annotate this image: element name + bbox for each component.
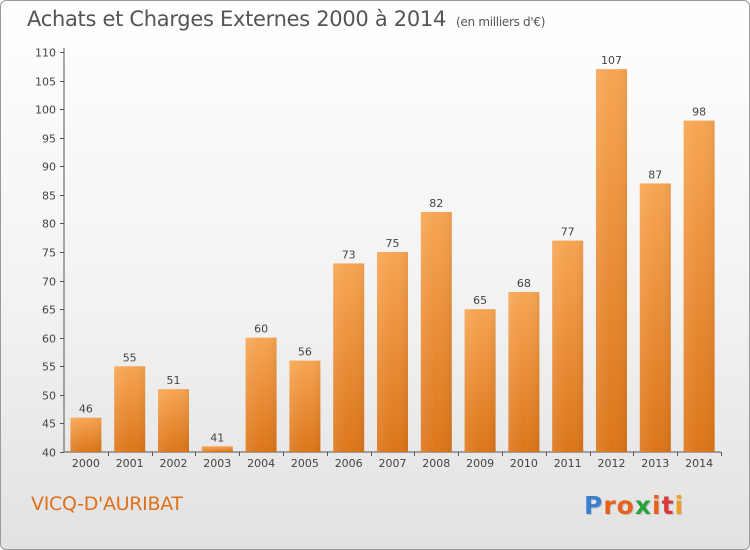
bar-value-label: 87: [648, 168, 662, 181]
x-tick-label: 2006: [335, 457, 363, 470]
y-tick-label: 70: [42, 276, 56, 289]
bar-value-label: 107: [601, 54, 622, 67]
bar-value-label: 73: [342, 248, 356, 261]
bar-shine: [508, 292, 540, 452]
y-tick-label: 85: [42, 190, 56, 203]
x-tick-label: 2004: [247, 457, 275, 470]
bar-value-label: 56: [298, 346, 312, 359]
y-tick-label: 55: [42, 361, 56, 374]
y-tick-label: 65: [42, 304, 56, 317]
logo-letter: t: [661, 491, 675, 520]
y-tick-label: 90: [42, 161, 56, 174]
y-tick-label: 75: [42, 247, 56, 260]
bar-shine: [201, 446, 233, 452]
chart-title-text: Achats et Charges Externes 2000 à 2014: [27, 7, 447, 31]
y-tick-label: 105: [35, 76, 56, 89]
y-tick-label: 40: [42, 447, 56, 460]
bar-shine: [420, 212, 452, 452]
x-tick-label: 2011: [554, 457, 582, 470]
y-tick-label: 50: [42, 390, 56, 403]
y-tick-label: 95: [42, 133, 56, 146]
bar-value-label: 75: [386, 237, 400, 250]
x-tick-label: 2014: [685, 457, 713, 470]
bar-shine: [596, 69, 627, 453]
bar-shine: [158, 389, 189, 452]
bar-value-label: 82: [429, 197, 443, 210]
x-tick-label: 2002: [160, 457, 188, 470]
chart-title: Achats et Charges Externes 2000 à 2014 (e…: [27, 7, 545, 31]
logo-letter: x: [634, 491, 652, 520]
logo-letter: i: [674, 491, 685, 520]
x-tick-label: 2005: [291, 457, 319, 470]
logo-letter: r: [603, 491, 617, 520]
y-tick-label: 45: [42, 418, 56, 431]
bar-value-label: 55: [123, 351, 137, 364]
y-tick-label: 110: [35, 47, 56, 60]
proxiti-logo: Proxiti: [584, 491, 684, 520]
bar-shine: [245, 337, 277, 452]
bar-shine: [70, 417, 102, 452]
bar-shine: [639, 183, 671, 452]
x-tick-label: 2003: [203, 457, 231, 470]
logo-letter: o: [616, 491, 635, 520]
bar-value-label: 68: [517, 277, 531, 290]
bar-shine: [464, 309, 496, 452]
commune-name: VICQ-D'AURIBAT: [31, 493, 183, 515]
x-tick-label: 2010: [510, 457, 538, 470]
x-tick-label: 2000: [72, 457, 100, 470]
x-tick-label: 2001: [116, 457, 144, 470]
chart-subtitle: (en milliers d'€): [456, 15, 546, 29]
y-tick-label: 80: [42, 218, 56, 231]
x-tick-label: 2007: [379, 457, 407, 470]
x-tick-label: 2013: [641, 457, 669, 470]
bar-value-label: 46: [79, 403, 93, 416]
bar-shine: [683, 120, 715, 453]
bar-value-label: 77: [561, 226, 575, 239]
bar-shine: [333, 263, 365, 452]
bar-shine: [377, 252, 408, 452]
bar-shine: [289, 360, 321, 452]
bar-value-label: 41: [210, 431, 224, 444]
y-tick-label: 60: [42, 333, 56, 346]
x-tick-label: 2008: [422, 457, 450, 470]
y-tick-label: 100: [35, 104, 56, 117]
bar-shine: [114, 366, 146, 452]
logo-letter: i: [652, 491, 662, 520]
x-tick-label: 2012: [598, 457, 626, 470]
bar-shine: [552, 240, 584, 452]
bar-value-label: 51: [167, 374, 181, 387]
bar-value-label: 60: [254, 323, 268, 336]
bar-value-label: 65: [473, 294, 487, 307]
bar-value-label: 98: [692, 106, 706, 119]
logo-letter: P: [584, 491, 604, 520]
x-tick-label: 2009: [466, 457, 494, 470]
